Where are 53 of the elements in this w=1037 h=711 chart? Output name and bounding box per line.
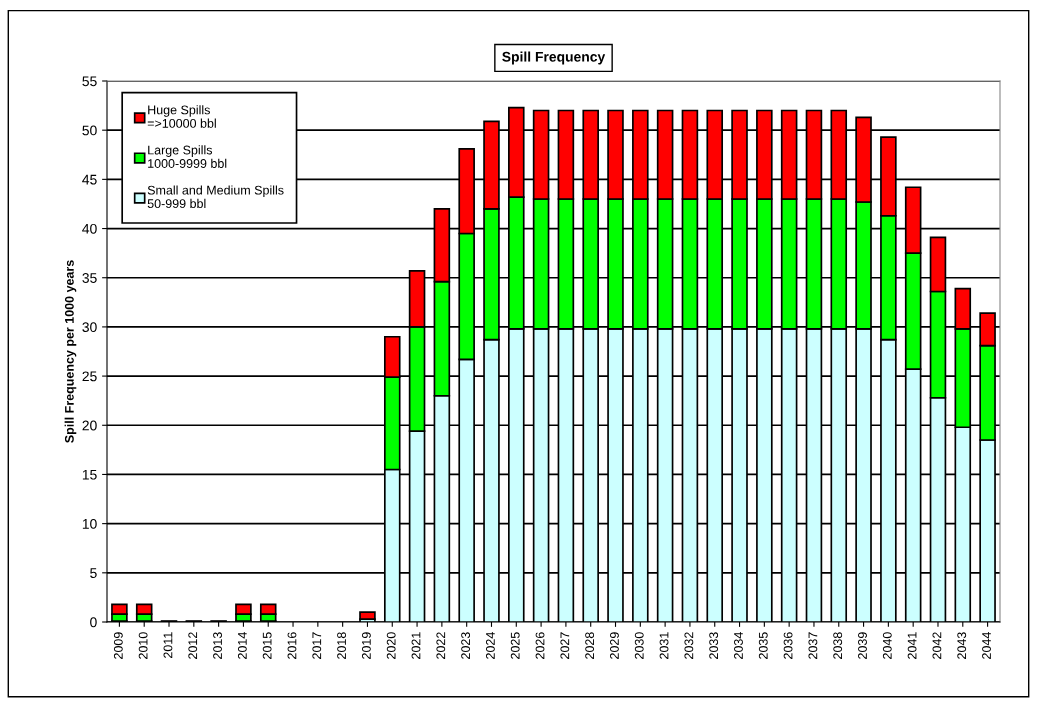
y-tick-label: 20 xyxy=(82,420,97,431)
x-tick-label: 2032 xyxy=(684,632,694,659)
x-tick-label: 2028 xyxy=(585,632,595,659)
x-tick-label: 2020 xyxy=(386,632,396,659)
x-tick-label: 2027 xyxy=(560,632,570,659)
legend-label: Huge Spills =>10000 bbl xyxy=(147,105,216,128)
x-tick-label: 2025 xyxy=(510,632,520,659)
x-tick-label: 2013 xyxy=(213,632,222,659)
y-tick-label: 30 xyxy=(82,322,97,333)
x-tick-label: 2023 xyxy=(461,632,471,659)
y-tick-label: 5 xyxy=(90,568,97,578)
x-tick-label: 2033 xyxy=(709,632,719,659)
y-tick-label: 50 xyxy=(82,125,97,136)
y-axis-title: Spill Frequency per 1000 years xyxy=(64,260,77,443)
x-tick-label: 2029 xyxy=(610,632,619,659)
x-tick-label: 2036 xyxy=(783,632,793,659)
chart-title: Spill Frequency xyxy=(502,51,606,65)
x-tick-label: 2044 xyxy=(982,632,991,659)
x-tick-label: 2011 xyxy=(163,632,173,658)
x-tick-label: 2015 xyxy=(262,632,272,659)
y-tick-label: 55 xyxy=(82,76,97,87)
y-tick-label: 35 xyxy=(82,273,97,283)
legend-label: Small and Medium Spills 50-999 bbl xyxy=(147,185,284,209)
x-tick-label: 2019 xyxy=(361,632,371,659)
x-tick-label: 2030 xyxy=(634,632,644,659)
y-tick-label: 15 xyxy=(82,469,97,480)
x-tick-label: 2024 xyxy=(485,632,495,659)
x-tick-label: 2031 xyxy=(659,632,669,659)
x-tick-label: 2010 xyxy=(138,632,148,659)
x-tick-label: 2038 xyxy=(833,632,843,659)
x-tick-label: 2016 xyxy=(287,632,297,659)
x-tick-label: 2014 xyxy=(237,632,247,659)
x-tick-label: 2012 xyxy=(188,632,198,659)
x-tick-label: 2009 xyxy=(113,632,123,659)
x-tick-label: 2021 xyxy=(411,632,421,659)
y-tick-label: 10 xyxy=(82,518,97,529)
x-tick-label: 2040 xyxy=(882,632,892,659)
y-tick-label: 0 xyxy=(90,617,97,628)
y-tick-label: 25 xyxy=(82,371,97,382)
x-tick-label: 2043 xyxy=(957,632,967,659)
y-tick-label: 45 xyxy=(82,174,97,185)
legend-label: Large Spills 1000-9999 bbl xyxy=(148,145,227,168)
x-tick-label: 2037 xyxy=(808,632,818,659)
x-tick-label: 2041 xyxy=(907,632,917,659)
x-tick-label: 2017 xyxy=(312,632,322,659)
x-tick-label: 2034 xyxy=(734,632,743,659)
x-tick-label: 2042 xyxy=(932,632,942,659)
x-tick-label: 2026 xyxy=(535,632,545,659)
x-tick-label: 2018 xyxy=(337,632,347,659)
x-tick-label: 2035 xyxy=(758,632,768,659)
y-tick-label: 40 xyxy=(82,223,97,234)
x-tick-label: 2022 xyxy=(436,632,446,659)
x-tick-label: 2039 xyxy=(858,632,867,659)
